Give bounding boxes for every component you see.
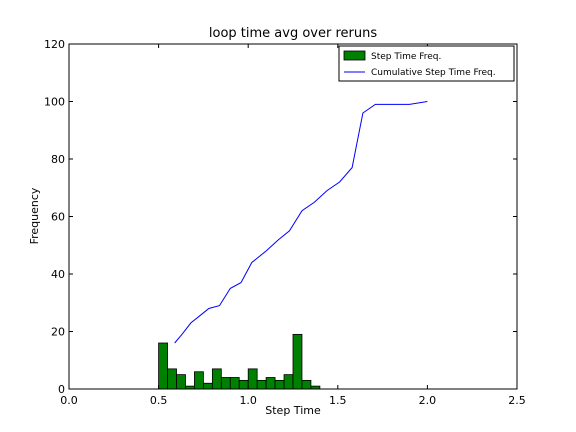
histogram-bar-8: [229, 377, 240, 390]
y-tick-label-6: 120: [44, 38, 65, 51]
y-tick-label-0: 0: [58, 383, 65, 396]
histogram-bar-15: [292, 333, 303, 390]
histogram-bar-16: [301, 379, 312, 390]
x-tick-label-3: 1.5: [329, 394, 347, 407]
x-tick-label-4: 2.0: [419, 394, 437, 407]
histogram-bar-12: [265, 377, 276, 390]
y-tick-label-2: 40: [51, 268, 65, 281]
legend-label-bars: Step Time Freq.: [371, 52, 441, 62]
plot-marks: [158, 101, 428, 390]
legend-box: [338, 45, 515, 82]
legend: Step Time Freq. Cumulative Step Time Fre…: [338, 45, 515, 82]
y-tick-label-1: 20: [51, 326, 65, 339]
x-tick-label-5: 2.5: [508, 394, 526, 407]
cumulative-line: [174, 101, 428, 344]
x-tick-label-1: 0.5: [150, 394, 168, 407]
histogram-bar-11: [256, 379, 267, 390]
histogram-bar-1: [167, 368, 177, 390]
chart-title: loop time avg over reruns: [209, 26, 377, 41]
y-tick-label-4: 80: [51, 153, 65, 166]
x-tick-label-2: 1.0: [239, 394, 257, 407]
x-tick-label-0: 0.0: [60, 394, 78, 407]
histogram-bar-14: [283, 374, 294, 390]
histogram-bar-2: [176, 374, 186, 390]
histogram-bar-10: [247, 368, 258, 390]
axis-ticks: 0.0 0.5 1.0 1.5 2.0 2.5 0 20 40 60 80 100 120: [44, 38, 526, 407]
y-tick-label-5: 100: [44, 96, 65, 109]
y-axis-label: Frequency: [28, 187, 41, 244]
histogram-bar-7: [220, 377, 231, 390]
legend-swatch-bars: [343, 50, 366, 61]
histogram-bar-9: [238, 379, 249, 390]
histogram-bar-13: [274, 379, 285, 390]
y-tick-label-3: 60: [51, 211, 65, 224]
histogram-bar-5: [202, 382, 213, 390]
legend-label-line: Cumulative Step Time Freq.: [371, 68, 496, 78]
histogram-bar-4: [194, 371, 204, 390]
x-axis-label: Step Time: [265, 404, 321, 417]
histogram-bar-6: [211, 368, 222, 390]
histogram-bar-0: [158, 342, 168, 390]
